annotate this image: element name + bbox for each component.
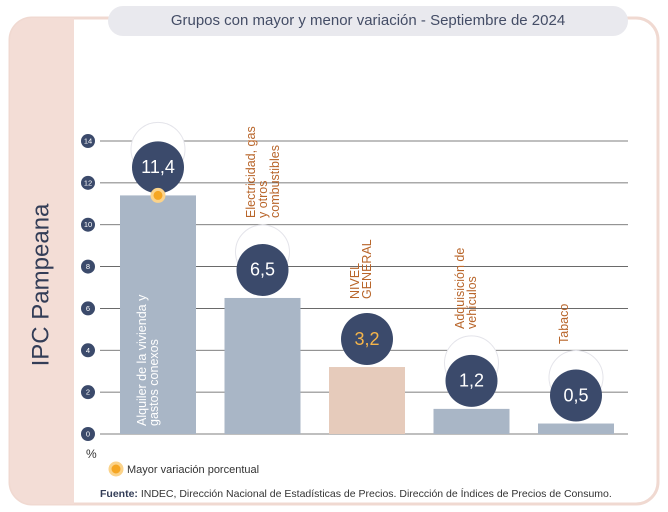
y-tick-badge bbox=[81, 175, 95, 190]
y-tick-label: 10 bbox=[84, 220, 92, 229]
y-tick-label: 8 bbox=[86, 262, 90, 271]
value-badge bbox=[550, 369, 602, 422]
panel-label: IPC Pampeana bbox=[27, 203, 54, 366]
category-label: Tabaco bbox=[557, 303, 571, 344]
value-label: 11,4 bbox=[141, 157, 175, 177]
bar bbox=[538, 423, 614, 434]
value-badge bbox=[341, 313, 393, 366]
source-label: Fuente: bbox=[100, 488, 138, 500]
y-tick-badge bbox=[81, 134, 95, 148]
legend-marker bbox=[108, 461, 124, 477]
y-tick-badge bbox=[81, 427, 95, 441]
y-unit: % bbox=[86, 447, 97, 461]
value-label: 3,2 bbox=[354, 329, 379, 349]
value-label: 1,2 bbox=[459, 371, 484, 391]
source-text: INDEC, Dirección Nacional de Estadística… bbox=[141, 487, 612, 500]
y-tick-label: 0 bbox=[86, 429, 90, 438]
y-tick-badge bbox=[81, 385, 95, 400]
y-tick-badge bbox=[81, 301, 95, 316]
bar bbox=[329, 367, 405, 434]
y-tick-label: 12 bbox=[84, 178, 92, 187]
y-tick-label: 6 bbox=[86, 304, 90, 313]
side-panel bbox=[10, 18, 74, 504]
value-badge bbox=[132, 141, 184, 194]
y-tick-badge bbox=[81, 217, 95, 232]
bar bbox=[120, 195, 196, 434]
y-tick-badge bbox=[81, 259, 95, 274]
max-marker bbox=[150, 187, 166, 203]
y-tick-label: 4 bbox=[86, 346, 90, 355]
value-badge bbox=[445, 354, 498, 407]
bar bbox=[224, 297, 301, 434]
y-tick-label: 14 bbox=[84, 136, 92, 145]
chart-title: Grupos con mayor y menor variación - Sep… bbox=[171, 12, 565, 29]
value-label: 0,5 bbox=[563, 385, 588, 405]
title-pill bbox=[108, 6, 628, 36]
category-label: NIVEL GENERAL bbox=[348, 239, 374, 300]
category-label: Electricidad, gas y otros combustibles bbox=[243, 126, 282, 218]
category-label: Adquisición de vehículos bbox=[452, 247, 479, 329]
value-badge bbox=[236, 243, 289, 296]
source: Fuente: INDEC, Dirección Nacional de Est… bbox=[100, 487, 612, 500]
legend-label: Mayor variación porcentual bbox=[127, 464, 259, 476]
category-label: Alquiler de la vivienda y gastos conexos bbox=[135, 294, 161, 426]
bar bbox=[433, 408, 510, 434]
y-tick-badge bbox=[81, 343, 95, 358]
value-label: 6,5 bbox=[250, 260, 275, 280]
y-tick-label: 2 bbox=[86, 388, 90, 397]
